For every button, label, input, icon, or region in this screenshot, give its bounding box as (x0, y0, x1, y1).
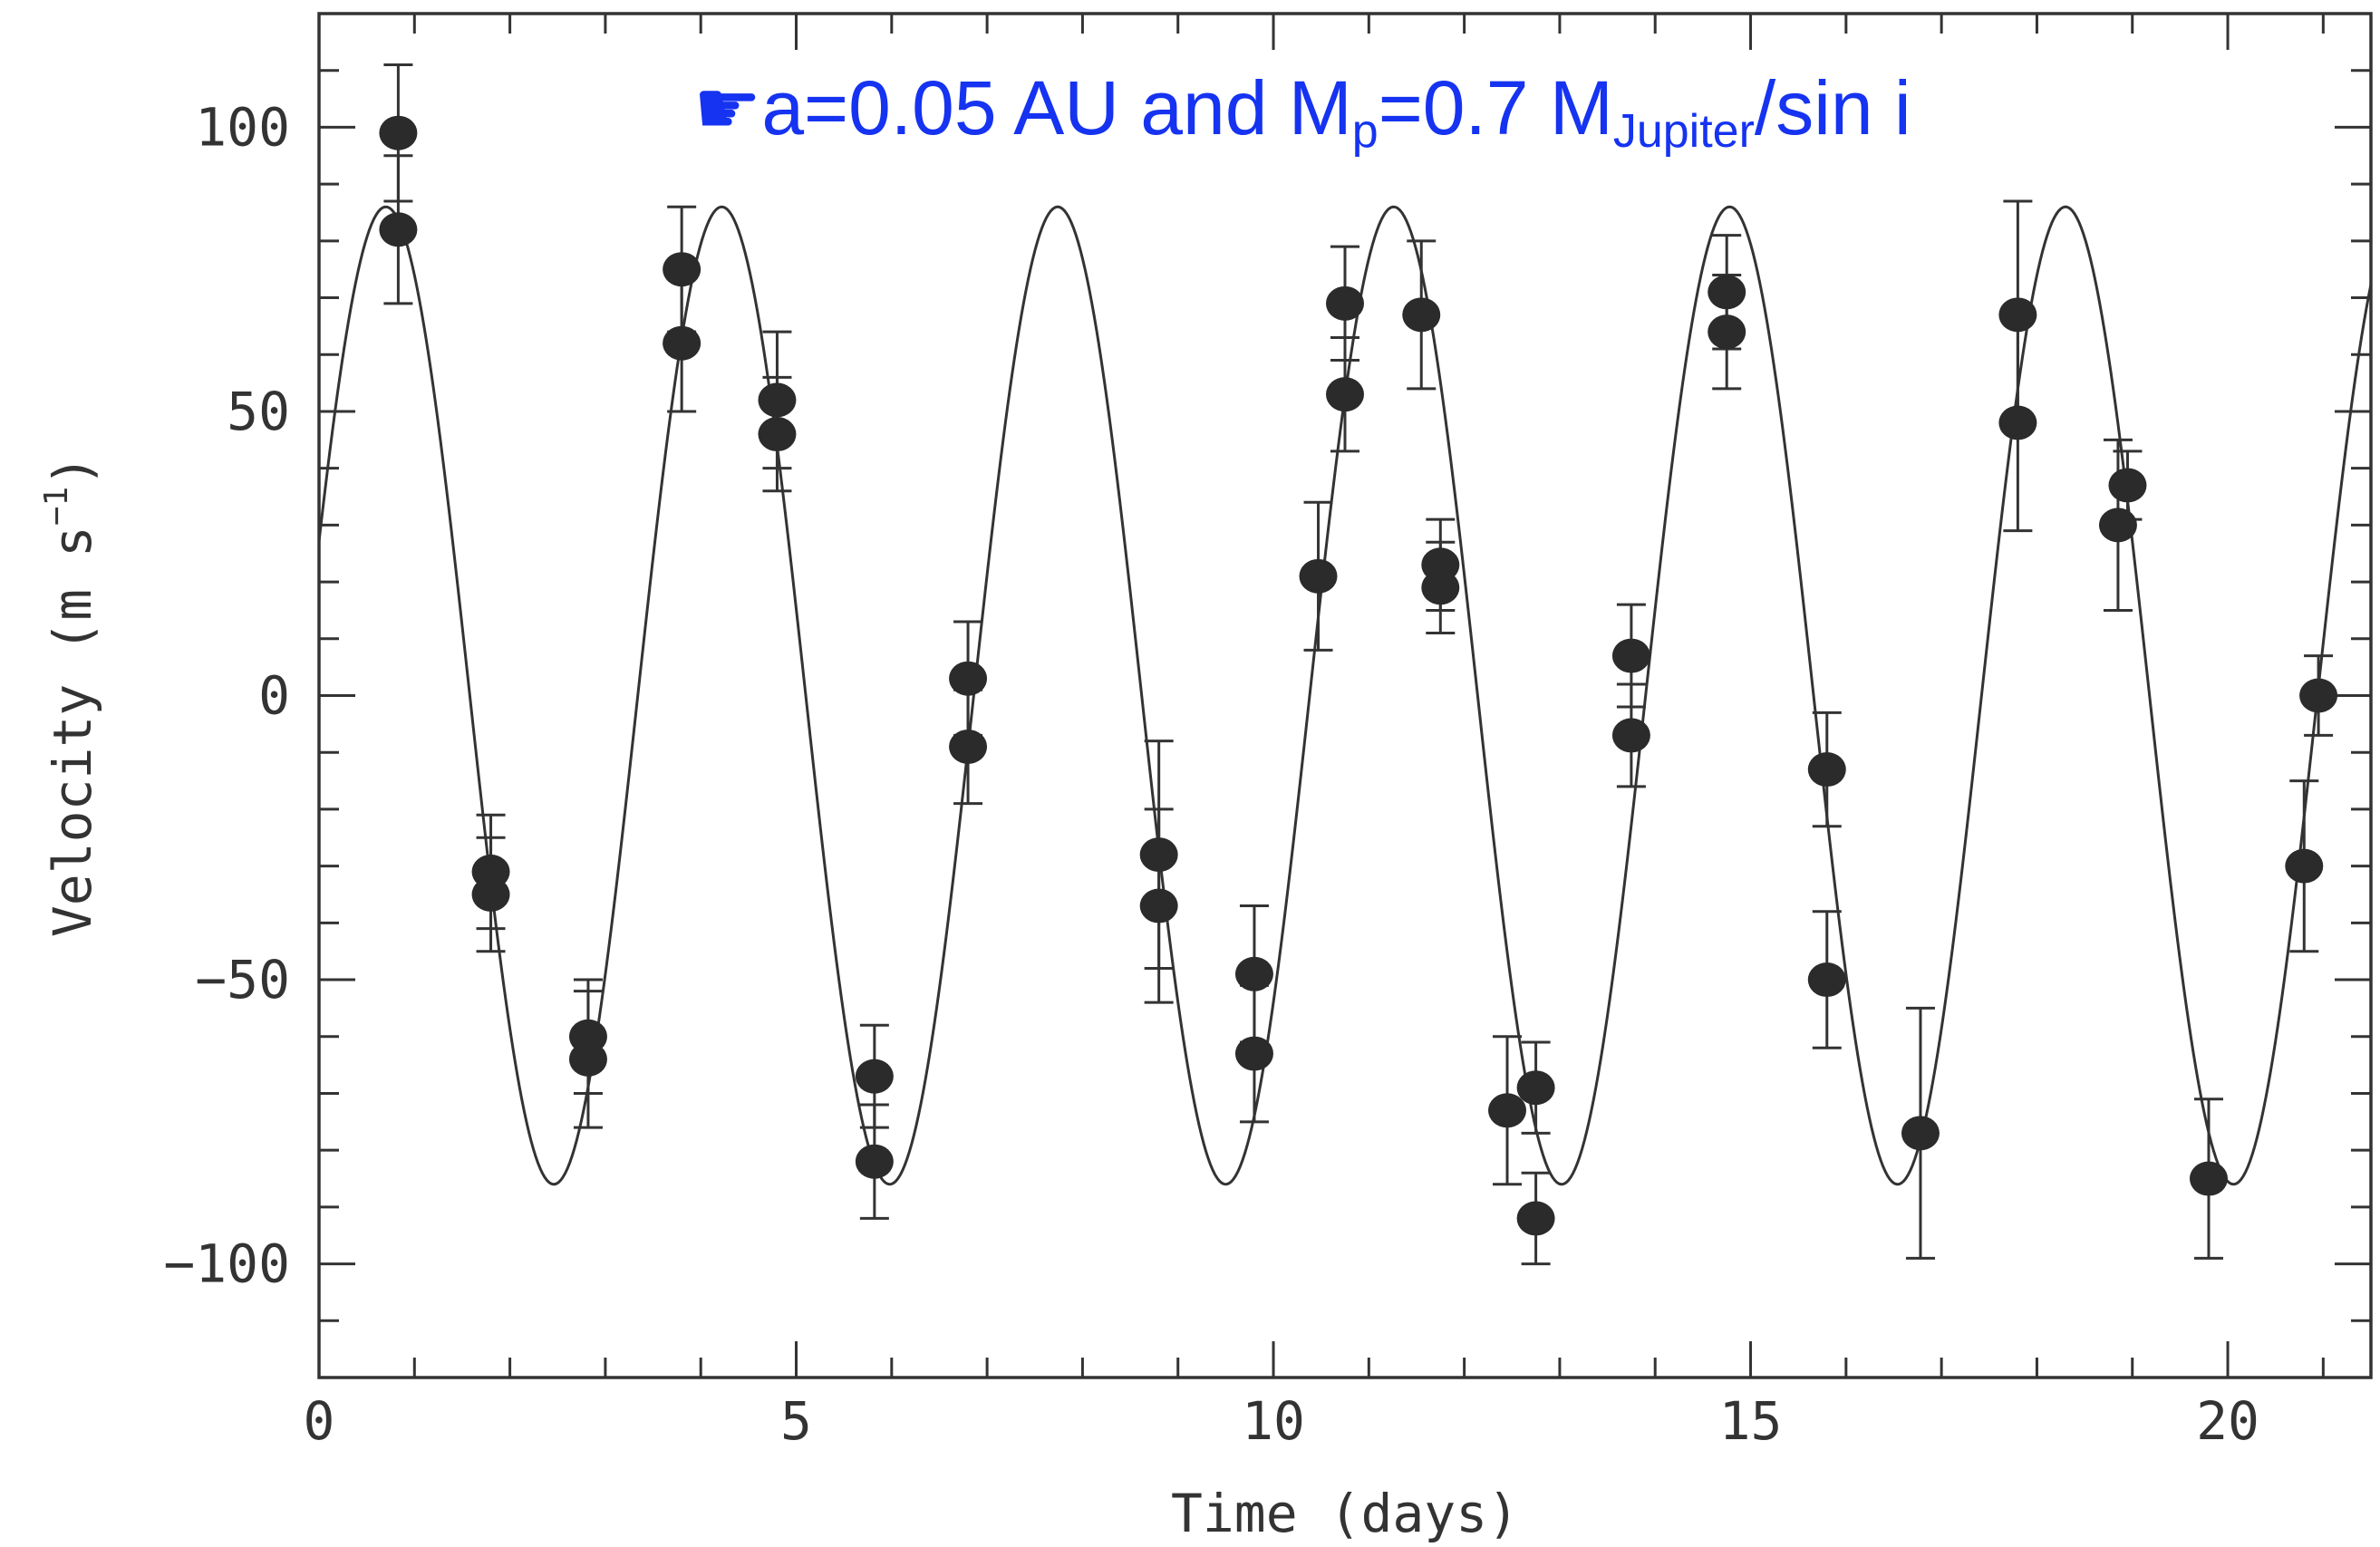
data-point (1326, 285, 1364, 321)
plot-frame (317, 12, 2373, 1379)
data-point (1998, 297, 2037, 333)
data-point (949, 661, 988, 696)
data-point (1708, 275, 1746, 310)
x-tick-label: 5 (780, 1390, 812, 1452)
data-point (663, 325, 701, 361)
annotation: ☛a=0.05 AU and Mp=0.7 MJupiter/sin i (693, 65, 1911, 158)
data-point (2285, 848, 2324, 884)
y-tick-label: −50 (195, 949, 290, 1010)
pointing-hand-icon: ☛ (693, 65, 761, 150)
data-point (1402, 297, 1441, 333)
y-tick-label: 50 (227, 381, 290, 442)
data-point (758, 417, 797, 452)
data-point (379, 115, 418, 150)
data-point (855, 1059, 894, 1094)
data-point (1139, 837, 1178, 873)
data-points (379, 115, 2338, 1236)
data-point (1139, 888, 1178, 923)
data-point (1708, 314, 1746, 350)
annotation-sub-p: p (1352, 105, 1379, 158)
x-tick-label: 15 (1719, 1390, 1783, 1452)
annotation-sub-jupiter: Jupiter (1613, 105, 1755, 158)
minor-ticks (319, 12, 2371, 1379)
data-point (2299, 678, 2338, 713)
data-point (1807, 962, 1846, 998)
y-axis-title-exponent: −1 (38, 487, 75, 526)
y-tick-labels: −100 −50 0 50 100 (163, 96, 290, 1294)
y-axis-title: Velocity (m s−1) (38, 455, 103, 937)
major-ticks (317, 14, 2371, 1378)
x-tick-label: 20 (2196, 1390, 2259, 1452)
data-point (471, 876, 510, 912)
data-point (568, 1041, 607, 1077)
data-point (949, 729, 988, 764)
data-point (1299, 558, 1338, 594)
data-point (855, 1144, 894, 1179)
y-tick-label: 100 (195, 96, 290, 158)
data-point (1326, 377, 1364, 412)
data-point (2108, 468, 2147, 503)
data-point (1807, 752, 1846, 788)
annotation-mid: =0.7 M (1379, 65, 1613, 150)
data-point (1611, 718, 1650, 753)
data-point (1488, 1093, 1527, 1128)
data-point (663, 252, 701, 287)
x-tick-label: 10 (1242, 1390, 1305, 1452)
data-point (2189, 1161, 2228, 1196)
data-point (1234, 1036, 1273, 1071)
x-tick-labels: 0 5 10 15 20 (304, 1390, 2259, 1452)
y-tick-label: 0 (258, 665, 290, 727)
data-point (2098, 508, 2137, 543)
annotation-prefix: a=0.05 AU and M (761, 65, 1351, 150)
x-axis-title: Time (days) (1171, 1483, 1519, 1544)
data-point (1998, 405, 2037, 440)
annotation-suffix: /sin i (1755, 65, 1911, 150)
data-point (379, 212, 418, 247)
x-tick-label: 0 (304, 1390, 335, 1452)
error-bars (383, 63, 2334, 1266)
y-axis-title-close: ) (42, 455, 103, 487)
data-point (1516, 1201, 1555, 1236)
data-point (1421, 570, 1460, 605)
data-point (1516, 1070, 1555, 1106)
y-tick-label: −100 (163, 1233, 290, 1295)
data-point (758, 382, 797, 418)
data-point (1611, 638, 1650, 673)
y-axis-title-main: Velocity (m s (42, 526, 103, 937)
data-point (1234, 956, 1273, 991)
data-point (1901, 1116, 1940, 1151)
